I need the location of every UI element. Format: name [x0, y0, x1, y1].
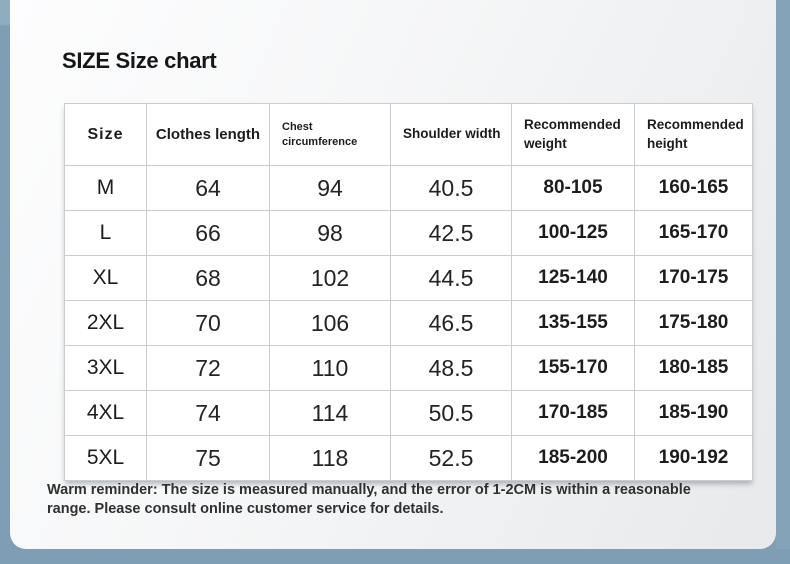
recommended-weight-cell: 185-200 [511, 435, 635, 481]
header-recommended-weight: Recommended weight [511, 103, 635, 166]
frame-bottom-border [0, 549, 790, 564]
clothes-length-cell: 72 [146, 345, 270, 391]
size-cell: 3XL [64, 345, 147, 391]
recommended-weight-cell: 125-140 [511, 255, 635, 301]
shoulder-width-cell: 44.5 [390, 255, 512, 301]
header-recommended-height: Recommended height [634, 103, 753, 166]
chest-circumference-cell: 118 [269, 435, 391, 481]
table-row: M 64 94 40.5 80-105 160-165 [64, 165, 753, 211]
recommended-weight-cell: 80-105 [511, 165, 635, 211]
size-cell: 4XL [64, 390, 147, 436]
clothes-length-cell: 64 [146, 165, 270, 211]
table-row: XL 68 102 44.5 125-140 170-175 [64, 255, 753, 301]
chest-circumference-cell: 98 [269, 210, 391, 256]
header-size: Size [64, 103, 147, 166]
size-cell: 2XL [64, 300, 147, 346]
recommended-weight-cell: 170-185 [511, 390, 635, 436]
table-row: 2XL 70 106 46.5 135-155 175-180 [64, 300, 753, 346]
header-shoulder-width: Shoulder width [390, 103, 512, 166]
recommended-height-cell: 165-170 [634, 210, 753, 256]
header-chest-circumference: Chest circumference [269, 103, 391, 166]
frame-right-border [776, 0, 790, 564]
chest-circumference-cell: 110 [269, 345, 391, 391]
recommended-weight-cell: 100-125 [511, 210, 635, 256]
table-row: 4XL 74 114 50.5 170-185 185-190 [64, 390, 753, 436]
shoulder-width-cell: 52.5 [390, 435, 512, 481]
chest-circumference-cell: 94 [269, 165, 391, 211]
recommended-weight-cell: 155-170 [511, 345, 635, 391]
frame-left-border [0, 0, 10, 564]
warm-reminder-text: Warm reminder: The size is measured manu… [47, 482, 691, 517]
recommended-height-cell: 190-192 [634, 435, 753, 481]
table-row: 5XL 75 118 52.5 185-200 190-192 [64, 435, 753, 481]
shoulder-width-cell: 42.5 [390, 210, 512, 256]
recommended-height-cell: 180-185 [634, 345, 753, 391]
size-cell: M [64, 165, 147, 211]
recommended-height-cell: 175-180 [634, 300, 753, 346]
size-cell: XL [64, 255, 147, 301]
recommended-height-cell: 185-190 [634, 390, 753, 436]
shoulder-width-cell: 40.5 [390, 165, 512, 211]
page-title: SIZE Size chart [62, 48, 217, 73]
table-row: 3XL 72 110 48.5 155-170 180-185 [64, 345, 753, 391]
table-row: L 66 98 42.5 100-125 165-170 [64, 210, 753, 256]
chest-circumference-cell: 106 [269, 300, 391, 346]
shoulder-width-cell: 50.5 [390, 390, 512, 436]
clothes-length-cell: 75 [146, 435, 270, 481]
table-header-row: Size Clothes length Chest circumference … [64, 103, 753, 166]
recommended-height-cell: 170-175 [634, 255, 753, 301]
clothes-length-cell: 70 [146, 300, 270, 346]
clothes-length-cell: 68 [146, 255, 270, 301]
recommended-weight-cell: 135-155 [511, 300, 635, 346]
size-cell: L [64, 210, 147, 256]
chest-circumference-cell: 114 [269, 390, 391, 436]
shoulder-width-cell: 46.5 [390, 300, 512, 346]
clothes-length-cell: 66 [146, 210, 270, 256]
clothes-length-cell: 74 [146, 390, 270, 436]
recommended-height-cell: 160-165 [634, 165, 753, 211]
shoulder-width-cell: 48.5 [390, 345, 512, 391]
header-clothes-length: Clothes length [146, 103, 270, 166]
size-chart-table: Size Clothes length Chest circumference … [64, 103, 753, 481]
size-chart-card: SIZE Size chart Size Clothes length Ches… [10, 0, 776, 549]
chest-circumference-cell: 102 [269, 255, 391, 301]
size-cell: 5XL [64, 435, 147, 481]
